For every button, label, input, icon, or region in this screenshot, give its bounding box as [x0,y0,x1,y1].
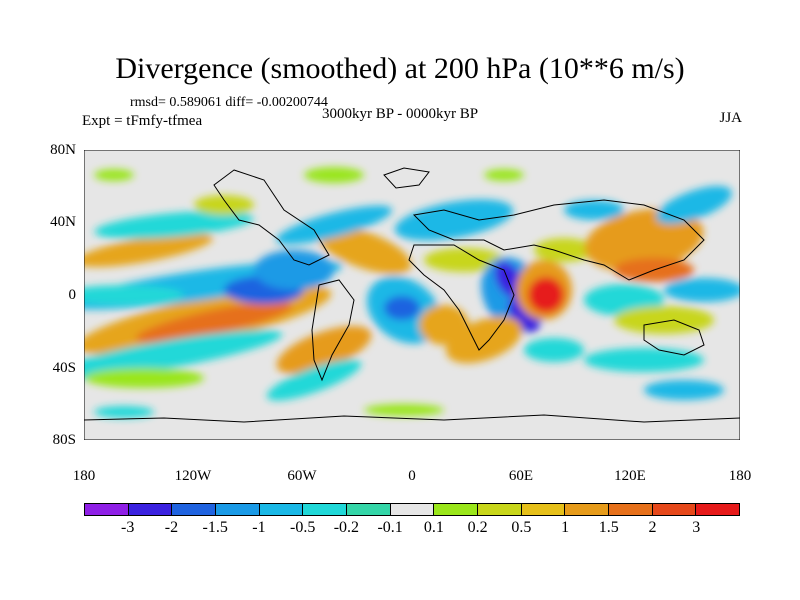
lat-label-0: 0 [68,287,77,303]
lon-label-60e: 60E [508,468,534,484]
lat-label-80s: 80S [52,432,76,448]
colorbar-label: 1.5 [598,519,619,536]
experiment-label: Expt = tFmfy-tfmea [82,113,203,129]
colorbar-segment [521,504,566,515]
coastlines [84,167,740,423]
colorbar-segment [216,504,260,515]
colorbar-label: 0.5 [511,519,532,536]
divergence-map [84,150,740,440]
lon-label-60w: 60W [287,468,317,484]
lon-label-120w: 120W [174,468,212,484]
colorbar-label: -3 [121,519,135,536]
colorbar-label: 0.1 [423,519,444,536]
colorbar-segment [85,504,129,515]
colorbar-segment [259,504,304,515]
colorbar [84,503,740,516]
colorbar-label: -1.5 [202,519,228,536]
colorbar-label: -1 [252,519,266,536]
colorbar-label: -0.5 [289,519,316,536]
colorbar-segment [128,504,173,515]
colorbar-segment [303,504,348,515]
lat-label-40n: 40N [50,214,76,230]
colorbar-segment [565,504,610,515]
lon-label-120e: 120E [614,468,646,484]
colorbar-label: 3 [692,519,701,536]
lat-label-40s: 40S [52,360,76,376]
colorbar-segment [434,504,479,515]
lon-label-180e: 180 [728,468,752,484]
season-label: JJA [719,110,742,126]
colorbar-label: 2 [648,519,657,536]
plot-title: Divergence (smoothed) at 200 hPa (10**6 … [115,52,685,85]
lon-label-0: 0 [408,468,416,484]
colorbar-label: 0.2 [467,519,488,536]
colorbar-segment [609,504,653,515]
colorbar-segment [652,504,697,515]
colorbar-segment [478,504,522,515]
colorbar-segment [696,504,740,515]
colorbar-segment [172,504,217,515]
colorbar-label: -0.1 [377,519,403,536]
colorbar-segment [347,504,391,515]
stats-text: rmsd= 0.589061 diff= -0.00200744 [130,95,328,110]
colorbar-segment [390,504,435,515]
colorbar-label: -0.2 [333,519,360,536]
colorbar-label: -2 [164,519,179,536]
lon-label-180w: 180 [72,468,96,484]
lat-label-80n: 80N [50,142,76,158]
period-label: 3000kyr BP - 0000kyr BP [322,106,479,122]
colorbar-label: 1 [561,519,570,536]
